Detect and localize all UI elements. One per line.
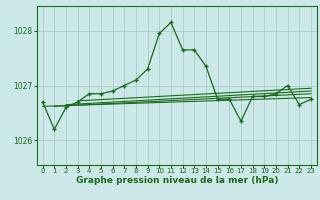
X-axis label: Graphe pression niveau de la mer (hPa): Graphe pression niveau de la mer (hPa) bbox=[76, 176, 278, 185]
